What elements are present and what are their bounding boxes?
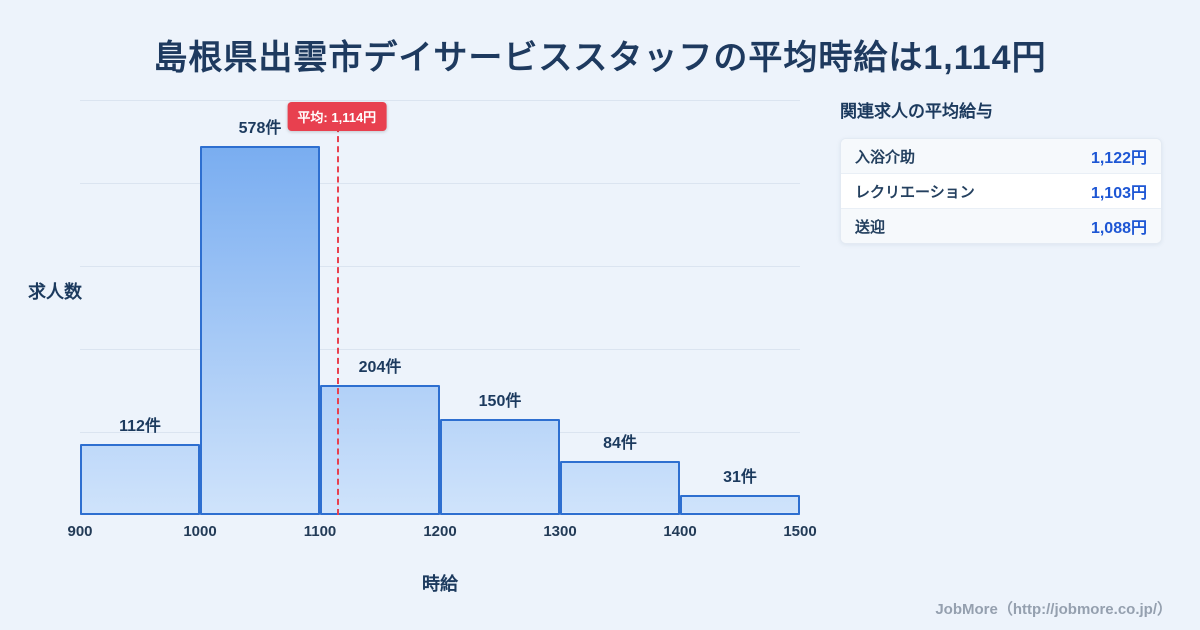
histogram-bar-1000-1100 [200, 145, 320, 515]
bar-value-label: 31件 [723, 469, 757, 487]
footer-credit: JobMore（http://jobmore.co.jp/） [935, 601, 1172, 618]
histogram-bar-1300-1400 [560, 461, 680, 515]
related-job-salary: 1,122円 [1090, 150, 1147, 167]
gridline [80, 183, 800, 184]
gridline [80, 266, 800, 267]
gridline [80, 100, 800, 101]
bar-value-label: 204件 [358, 358, 402, 376]
bar-value-label: 112件 [119, 417, 161, 435]
related-salary-card: 入浴介助 1,122円レクリエーション 1,103円送迎 1,088円 [840, 138, 1162, 244]
related-job-label: 入浴介助 [855, 148, 916, 166]
plot-area: 112件 578件 204件 150件 84件 31件 [80, 100, 800, 515]
x-tick-label: 1200 [423, 523, 457, 540]
related-salary-row: レクリエーション 1,103円 [841, 174, 1161, 209]
histogram-bar-1200-1300 [440, 419, 560, 515]
x-tick-label: 1400 [663, 523, 697, 540]
y-axis-title: 求人数 [28, 282, 82, 302]
bar-value-label: 84件 [603, 435, 637, 453]
related-job-salary: 1,088円 [1090, 220, 1147, 237]
x-axis-title: 時給 [422, 574, 458, 594]
x-tick-label: 1000 [183, 523, 217, 540]
gridline [80, 349, 800, 350]
related-salary-row: 送迎 1,088円 [841, 209, 1161, 243]
related-job-salary: 1,103円 [1090, 185, 1147, 202]
related-salary-row: 入浴介助 1,122円 [841, 139, 1161, 174]
x-tick-label: 1500 [783, 523, 817, 540]
histogram-bar-1400-1500 [680, 495, 800, 515]
bar-value-label: 578件 [238, 119, 282, 137]
x-tick-label: 1100 [303, 523, 337, 540]
x-tick-label: 1300 [543, 523, 577, 540]
histogram-bar-900-1000 [80, 443, 200, 515]
histogram-bar-1100-1200 [320, 384, 440, 515]
average-line [336, 116, 339, 515]
related-job-label: 送迎 [855, 218, 886, 236]
x-tick-label: 900 [67, 523, 93, 540]
related-job-label: レクリエーション [855, 183, 975, 201]
average-badge: 平均: 1,114円 [287, 102, 387, 131]
bar-value-label: 150件 [478, 393, 522, 411]
related-salary-heading: 関連求人の平均給与 [840, 102, 993, 121]
page-title: 島根県出雲市デイサービススタッフの平均時給は1,114円 [153, 39, 1047, 77]
